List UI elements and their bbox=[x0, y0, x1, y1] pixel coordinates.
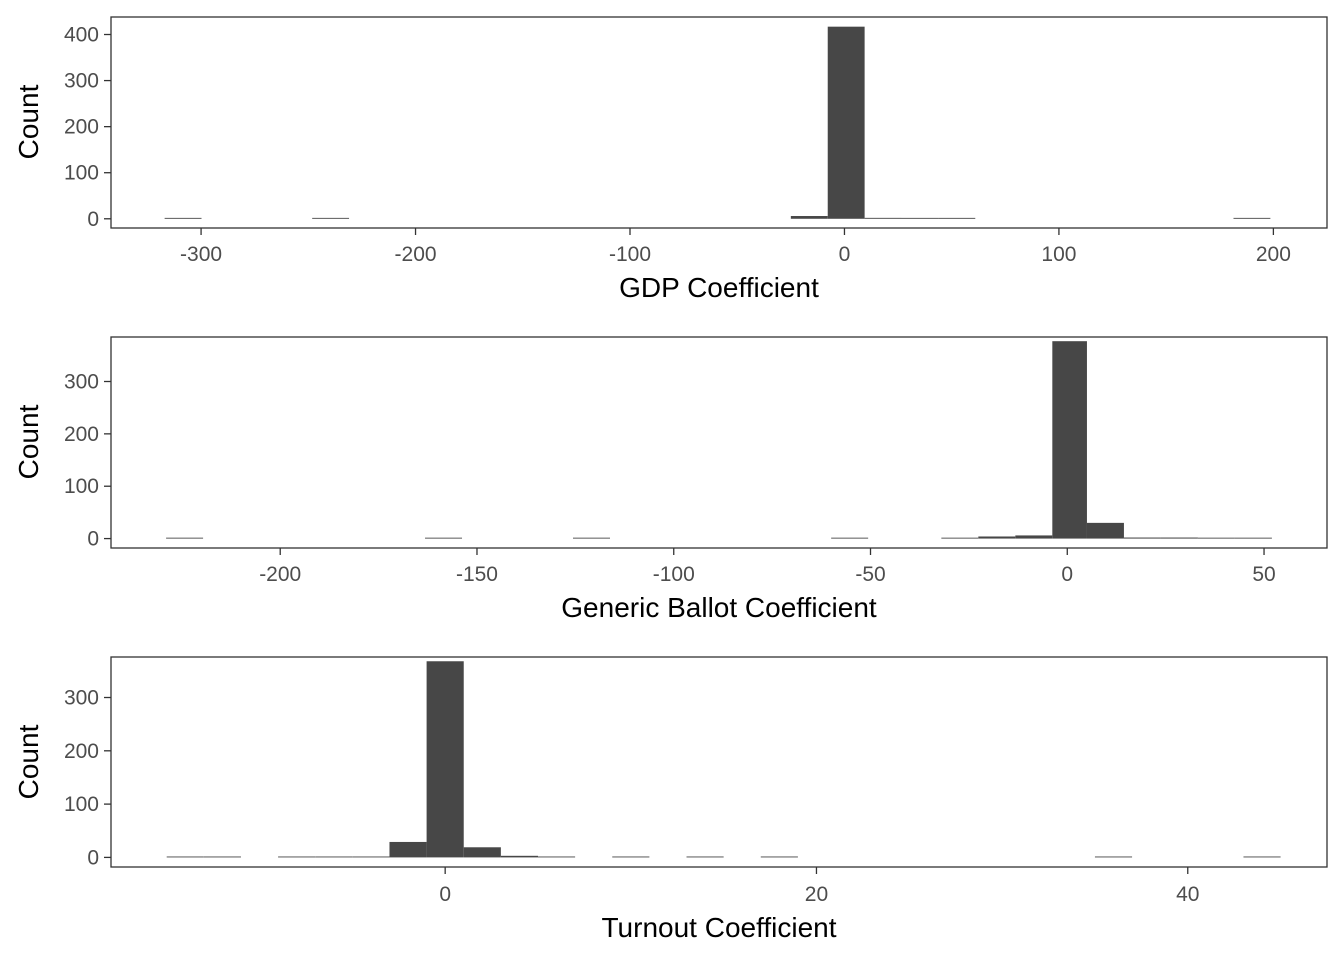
histogram-bar bbox=[978, 536, 1016, 539]
x-tick-label: 20 bbox=[805, 883, 828, 906]
y-tick-label: 100 bbox=[64, 162, 99, 185]
x-tick-label: -150 bbox=[456, 563, 498, 586]
histogram-bar bbox=[686, 856, 724, 858]
histogram-bar bbox=[463, 847, 501, 858]
histogram-bar bbox=[500, 855, 538, 858]
y-tick-label: 200 bbox=[64, 740, 99, 763]
histogram-bar bbox=[573, 537, 610, 539]
histogram-bar bbox=[425, 537, 463, 539]
histogram-bar bbox=[537, 856, 576, 858]
panel-border bbox=[110, 656, 1328, 868]
histogram-bar bbox=[938, 217, 976, 219]
x-tick-label: -200 bbox=[395, 243, 437, 266]
y-tick-label: 300 bbox=[64, 70, 99, 93]
y-axis-title: Count bbox=[13, 84, 44, 159]
histogram-bar bbox=[278, 856, 316, 858]
x-axis-title: Turnout Coefficient bbox=[601, 912, 836, 943]
y-tick-label: 0 bbox=[87, 208, 99, 231]
histogram-bar bbox=[1094, 856, 1133, 858]
histogram-bar bbox=[1234, 537, 1272, 539]
histogram-bar bbox=[1243, 856, 1281, 858]
y-axis-title: Count bbox=[13, 724, 44, 799]
histogram-bar bbox=[1233, 217, 1271, 219]
x-tick-label: -50 bbox=[855, 563, 885, 586]
histogram-bar bbox=[760, 856, 798, 858]
histogram-bar bbox=[203, 856, 241, 858]
panel-border bbox=[110, 16, 1328, 229]
x-tick-label: 0 bbox=[1061, 563, 1073, 586]
histogram-bar bbox=[426, 661, 464, 858]
panel-border bbox=[110, 336, 1328, 549]
histogram-bar bbox=[612, 856, 650, 858]
histogram-panel: 0 100 200 300 -200 -150 -100 -50 0 50 Generic Ball… bbox=[13, 336, 1328, 623]
y-tick-label: 300 bbox=[64, 687, 99, 710]
histogram-panel: 0 100 200 300 0 20 40 Turnout Coefficient Count bbox=[13, 656, 1328, 943]
histogram-bar bbox=[352, 856, 390, 858]
histogram-bar bbox=[864, 217, 902, 219]
histogram-bar bbox=[315, 856, 353, 858]
histogram-bar bbox=[1086, 522, 1124, 539]
y-tick-label: 400 bbox=[64, 24, 99, 47]
histogram-bar bbox=[827, 26, 865, 219]
histogram-bar bbox=[901, 217, 939, 219]
x-axis-title: GDP Coefficient bbox=[619, 272, 819, 303]
x-tick-label: 50 bbox=[1252, 563, 1275, 586]
x-tick-label: -100 bbox=[609, 243, 651, 266]
x-tick-label: 0 bbox=[439, 883, 451, 906]
histogram-bar bbox=[1052, 341, 1087, 539]
histogram-panel: 0 100 200 300 400 -300 -200 -100 0 100 200 GDP Coef… bbox=[13, 16, 1328, 303]
y-tick-label: 0 bbox=[87, 528, 99, 551]
y-tick-label: 100 bbox=[64, 475, 99, 498]
y-tick-label: 300 bbox=[64, 371, 99, 394]
x-tick-label: 40 bbox=[1176, 883, 1199, 906]
histogram-bar bbox=[1160, 537, 1198, 539]
y-tick-label: 200 bbox=[64, 116, 99, 139]
x-tick-label: 200 bbox=[1256, 243, 1291, 266]
y-axis-title: Count bbox=[13, 404, 44, 479]
histogram-bar bbox=[312, 217, 350, 219]
x-tick-label: 100 bbox=[1041, 243, 1076, 266]
histogram-bar bbox=[1197, 537, 1235, 539]
x-axis-title: Generic Ballot Coefficient bbox=[561, 592, 877, 623]
y-tick-label: 200 bbox=[64, 423, 99, 446]
histogram-bar bbox=[941, 537, 979, 539]
x-tick-label: -200 bbox=[259, 563, 301, 586]
histogram-bar bbox=[1015, 535, 1053, 539]
y-tick-label: 100 bbox=[64, 793, 99, 816]
histogram-bar bbox=[831, 537, 869, 539]
histogram-bar bbox=[164, 217, 202, 219]
histogram-bar bbox=[166, 856, 204, 858]
histogram-bar bbox=[166, 537, 204, 539]
x-tick-label: -300 bbox=[180, 243, 222, 266]
histogram-bar bbox=[790, 216, 828, 219]
x-tick-label: -100 bbox=[653, 563, 695, 586]
x-tick-label: 0 bbox=[839, 243, 851, 266]
y-tick-label: 0 bbox=[87, 846, 99, 869]
histogram-bar bbox=[389, 841, 427, 858]
histogram-bar bbox=[1123, 537, 1161, 539]
